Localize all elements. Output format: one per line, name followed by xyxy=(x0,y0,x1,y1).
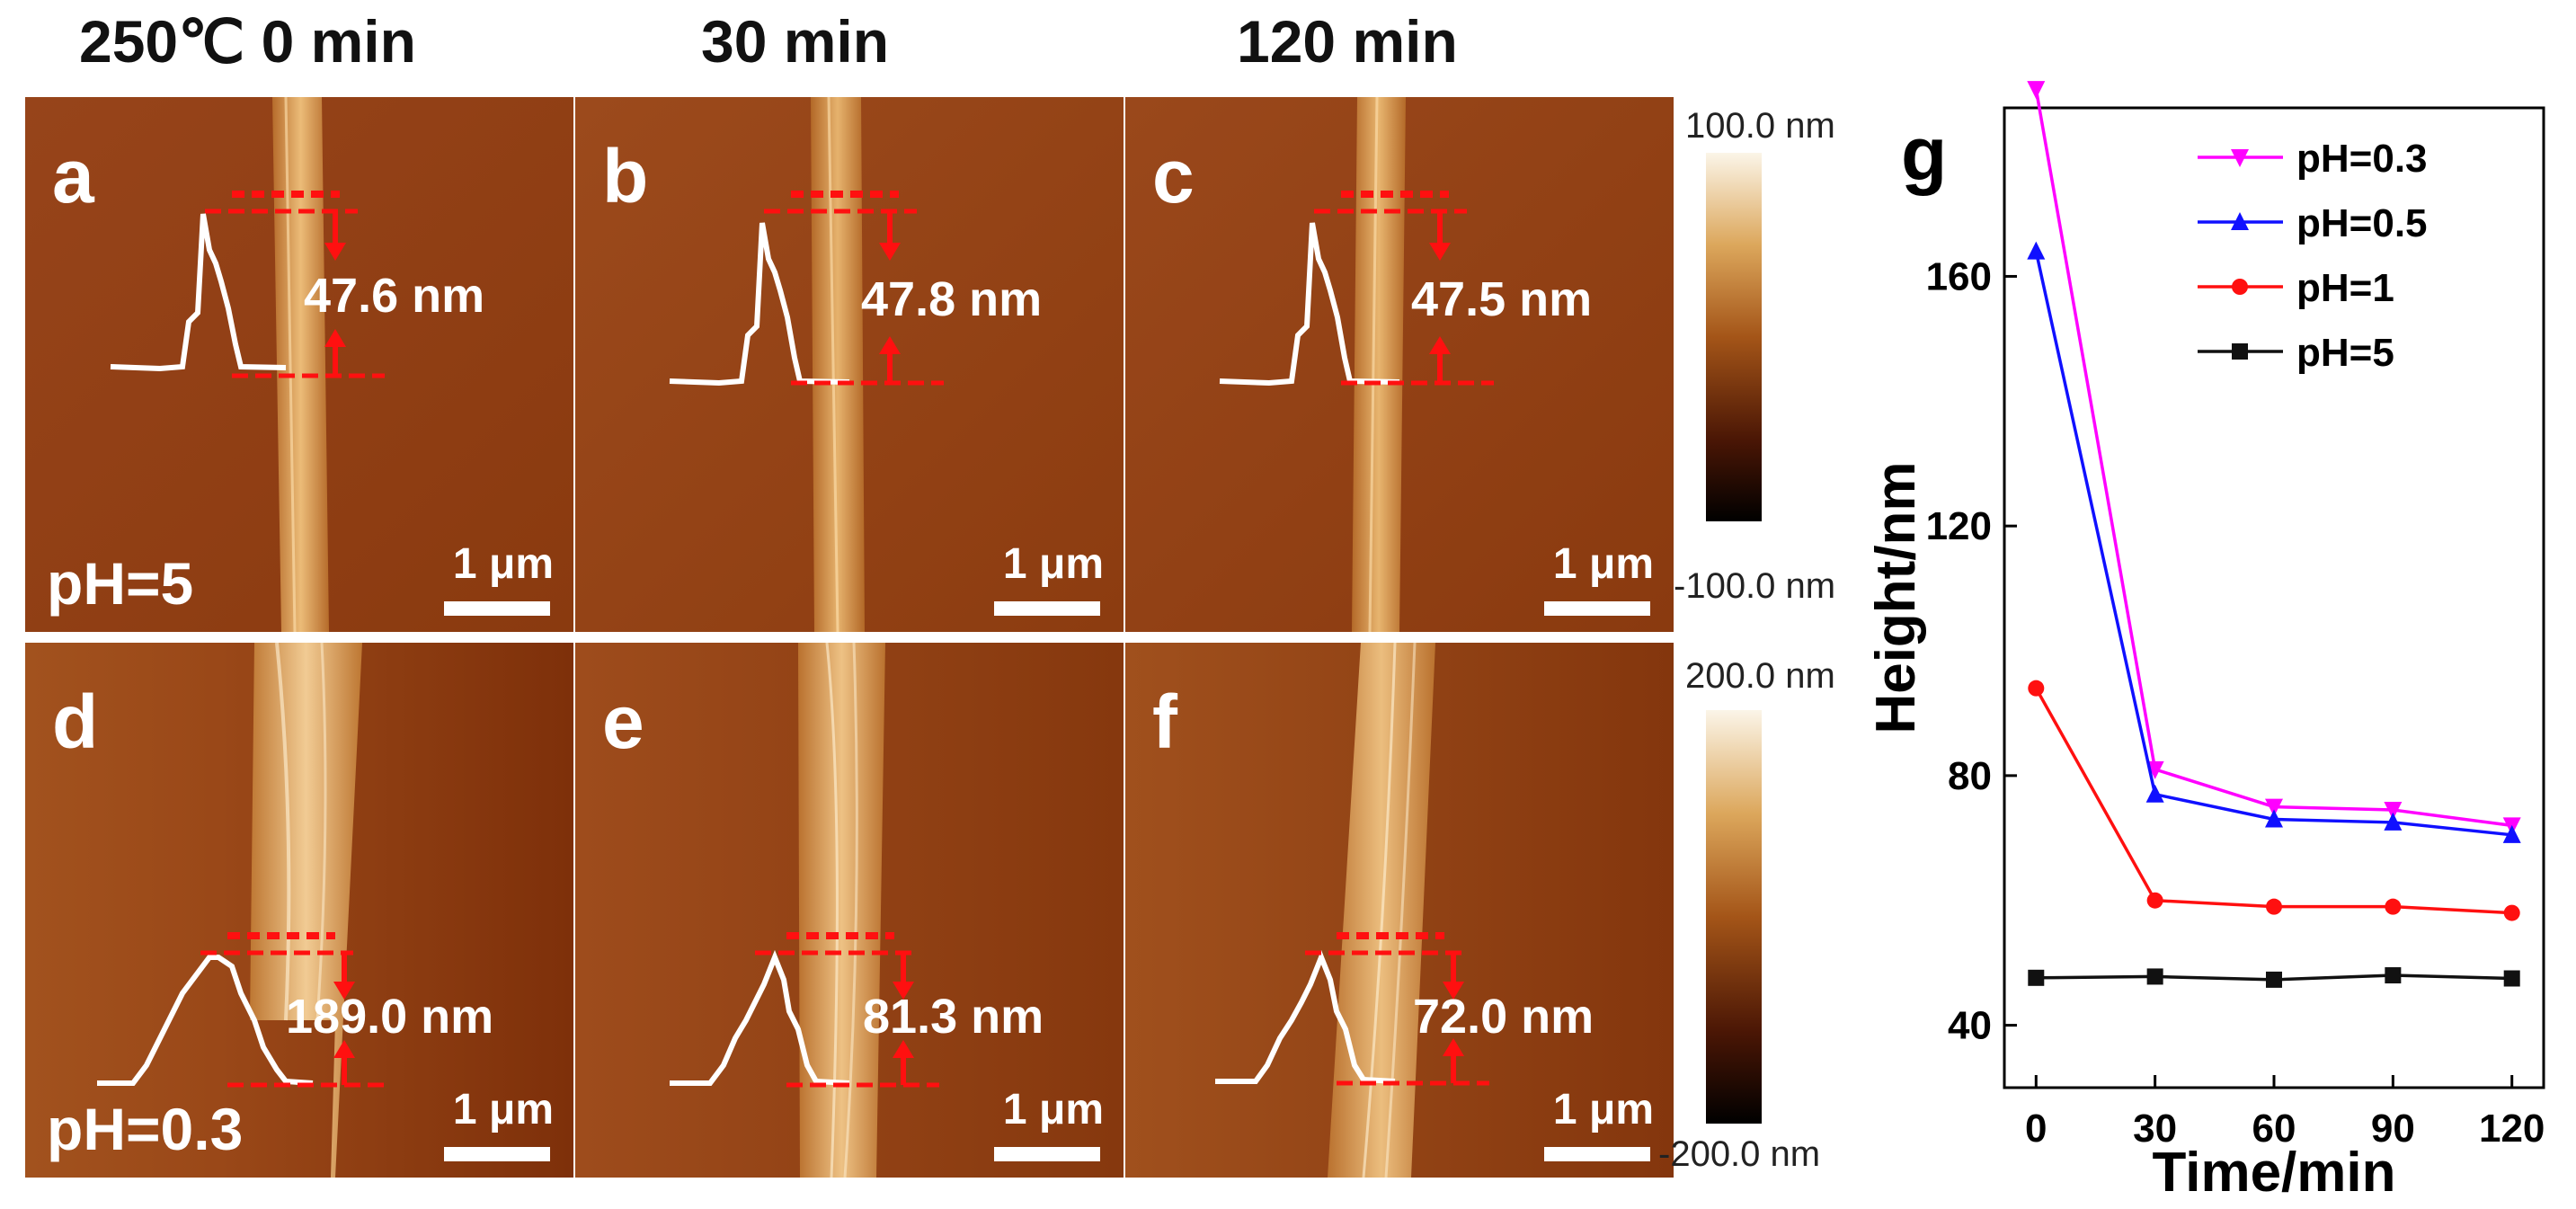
colorbar-bottom-min-label: -200.0 nm xyxy=(1658,1134,1821,1174)
x-tick-label: 30 xyxy=(2133,1107,2177,1151)
data-point xyxy=(2384,812,2403,831)
scale-bar-label: 1 μm xyxy=(1552,1086,1654,1133)
scale-bar-label: 1 μm xyxy=(452,540,554,588)
profile-annotation xyxy=(1219,191,1494,387)
afm-panel-f: f 72.0 nm 1 μm xyxy=(1125,643,1674,1178)
plot-frame xyxy=(2003,106,2545,1089)
data-point xyxy=(2028,969,2045,986)
legend-label: pH=0.3 xyxy=(2296,137,2428,181)
ph-label: pH=0.3 xyxy=(47,1096,244,1162)
data-point xyxy=(2231,212,2249,230)
afm-panel-c: c 47.5 nm 1 μm xyxy=(1125,97,1674,632)
afm-panel-a: a 47.6 nm pH=5 1 μm xyxy=(25,97,573,632)
height-measure: 47.8 nm xyxy=(861,272,1043,326)
data-point xyxy=(2503,970,2520,987)
data-point xyxy=(2384,802,2403,821)
profile-annotation xyxy=(1215,932,1489,1086)
legend-label: pH=1 xyxy=(2296,266,2394,310)
data-point xyxy=(2266,971,2282,988)
data-point xyxy=(2266,898,2282,915)
panel-letter-g: g xyxy=(1901,111,1947,196)
afm-image xyxy=(575,97,1124,632)
panel-letter: d xyxy=(52,680,99,764)
legend-label: pH=0.5 xyxy=(2296,201,2428,245)
afm-image xyxy=(1125,97,1674,632)
panel-letter: e xyxy=(602,680,644,764)
afm-image xyxy=(25,643,573,1178)
data-point xyxy=(2232,279,2248,295)
data-point xyxy=(2028,680,2045,697)
afm-panel-e: e 81.3 nm 1 μm xyxy=(575,643,1124,1178)
ph-label: pH=5 xyxy=(47,550,194,617)
afm-panel-d: d 189.0 nm pH=0.3 1 μm xyxy=(25,643,573,1178)
column-title-120min: 120 min xyxy=(1237,8,1458,75)
height-measure: 81.3 nm xyxy=(863,990,1044,1044)
data-point xyxy=(2027,241,2046,260)
data-point xyxy=(2385,967,2402,984)
scale-bar-label: 1 μm xyxy=(1552,540,1654,588)
data-point xyxy=(2146,968,2163,985)
x-tick-label: 90 xyxy=(2371,1107,2415,1151)
scale-bar xyxy=(994,601,1100,616)
scale-bar-label: 1 μm xyxy=(452,1086,554,1133)
scale-bar xyxy=(994,1147,1100,1161)
profile-annotation xyxy=(669,191,944,387)
x-tick-label: 60 xyxy=(2252,1107,2296,1151)
panel-letter: b xyxy=(602,134,649,218)
data-point xyxy=(2145,760,2164,779)
data-point xyxy=(2027,81,2046,100)
height-measure: 72.0 nm xyxy=(1413,990,1594,1044)
profile-annotation xyxy=(110,191,385,378)
colorbar-bottom-max-label: 200.0 nm xyxy=(1685,656,1835,696)
data-point xyxy=(2503,904,2520,921)
afm-image xyxy=(575,643,1124,1178)
colorbar-top-min-label: -100.0 nm xyxy=(1674,566,1836,606)
data-point xyxy=(2145,784,2164,803)
data-point xyxy=(2146,892,2163,909)
height-measure: 47.6 nm xyxy=(304,269,485,323)
scale-bar-label: 1 μm xyxy=(1002,540,1104,588)
column-title-0min: 250℃ 0 min xyxy=(79,8,416,75)
y-axis-label: Height/nm xyxy=(1865,461,1927,733)
x-tick-label: 120 xyxy=(2479,1107,2545,1151)
x-tick-label: 0 xyxy=(2025,1107,2047,1151)
afm-panel-b: b 47.8 nm 1 μm xyxy=(575,97,1124,632)
data-point xyxy=(2502,824,2521,843)
height-measure: 47.5 nm xyxy=(1411,272,1593,326)
series-line-pH=0.5 xyxy=(2034,251,2512,837)
profile-annotation xyxy=(97,932,385,1088)
afm-image xyxy=(1125,643,1674,1178)
legend-label: pH=5 xyxy=(2296,331,2394,375)
series-line-pH=0.3 xyxy=(2034,88,2512,828)
panel-letter: f xyxy=(1152,680,1177,764)
y-tick-label: 80 xyxy=(1948,754,1992,798)
data-point xyxy=(2231,149,2249,167)
x-axis-label: Time/min xyxy=(2152,1142,2395,1200)
y-tick-label: 40 xyxy=(1948,1004,1992,1048)
data-point xyxy=(2265,809,2283,828)
data-point xyxy=(2385,898,2402,915)
height-vs-time-chart: 0 30 60 90 120 40 80 120 160 Time/min Height/nm g pH… xyxy=(1865,81,2545,1200)
y-tick-label: 160 xyxy=(1926,254,1992,298)
panel-letter: a xyxy=(52,134,94,218)
data-point xyxy=(2265,798,2283,817)
scale-bar xyxy=(1544,1147,1650,1161)
colorbar-bottom xyxy=(1706,710,1762,1124)
panel-letter: c xyxy=(1152,134,1195,218)
colorbar-top-max-label: 100.0 nm xyxy=(1685,106,1835,146)
scale-bar xyxy=(1544,601,1650,616)
data-point xyxy=(2232,343,2248,360)
colorbar-top xyxy=(1706,153,1762,521)
column-title-30min: 30 min xyxy=(701,8,890,75)
scale-bar xyxy=(444,1147,550,1161)
scale-bar-label: 1 μm xyxy=(1002,1086,1104,1133)
profile-annotation xyxy=(670,932,939,1088)
y-tick-label: 120 xyxy=(1926,504,1992,548)
scale-bar xyxy=(444,601,550,616)
height-measure: 189.0 nm xyxy=(286,990,494,1044)
